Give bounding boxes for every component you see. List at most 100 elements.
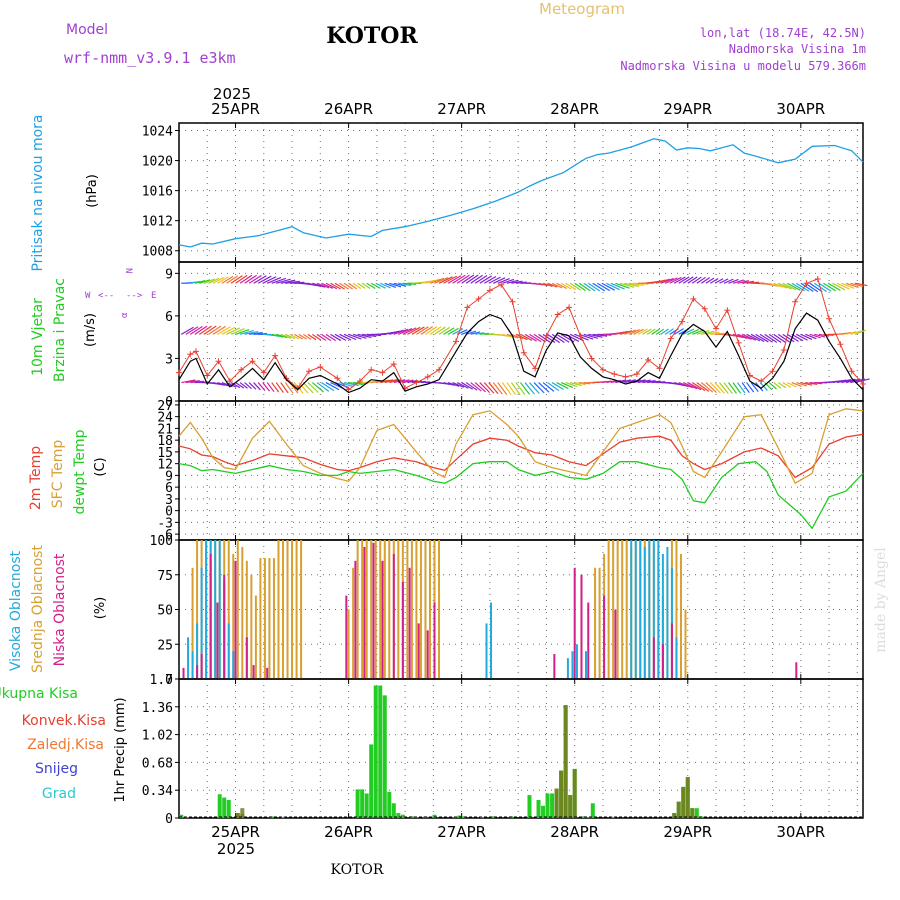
cloud-mid-bar: [379, 540, 382, 679]
wind-arrow: [597, 282, 611, 292]
wind-arrow: [845, 331, 857, 335]
wind-arrow: [479, 382, 491, 394]
wind-arrow: [461, 274, 475, 284]
precip-total-bar: [536, 800, 541, 818]
wind-arrow: [741, 280, 755, 284]
cloud-high-bar: [648, 540, 651, 679]
precip-total-bar: [545, 793, 550, 818]
cloud-low-bar: [182, 667, 185, 679]
cloud-mid-bar: [406, 540, 409, 679]
gust-marker: [226, 378, 233, 385]
top-day-label: 28APR: [550, 100, 599, 118]
wind-arrow: [189, 325, 203, 335]
cloud-title-high: Visoka Oblacnost: [8, 550, 24, 671]
cloud-mid-bar: [268, 558, 271, 679]
wind-arrow: [380, 379, 394, 384]
wind-arrow: [637, 328, 648, 335]
wind-arrow: [723, 382, 733, 394]
y-tick-label: 1.36: [142, 701, 173, 716]
wind-arrow: [447, 381, 460, 387]
wind-arrow: [488, 382, 499, 395]
cloud-mid-bar: [684, 609, 687, 679]
wind-arrow: [773, 282, 788, 289]
gust-marker: [192, 348, 199, 355]
gust-marker: [464, 304, 471, 311]
wind-arrow: [755, 333, 769, 343]
gust-marker: [187, 351, 194, 358]
y-tick-label: 0.34: [142, 784, 173, 799]
wind-arrow: [343, 381, 359, 387]
cloud-low-bar: [252, 665, 255, 679]
wind-arrow: [262, 382, 270, 392]
gust-marker: [204, 372, 211, 379]
wind-arrow: [533, 282, 543, 286]
cloud-mid-bar: [272, 558, 275, 679]
wind-arrow: [393, 328, 409, 335]
wind-arrow: [696, 276, 706, 284]
wind-arrow: [574, 282, 586, 292]
y-tick-label: 1008: [142, 245, 173, 260]
temp-title-2m: 2m Temp: [28, 446, 44, 510]
wind-arrow: [348, 282, 358, 290]
precip-legend-conv: Konvek.Kisa: [22, 713, 106, 729]
wind-arrow: [271, 277, 287, 284]
wind-arrow: [402, 379, 414, 384]
cloud-mid-bar: [352, 567, 355, 679]
wind-arrow: [266, 382, 275, 393]
precip-total-bar: [355, 789, 360, 818]
top-day-label: 30APR: [776, 100, 825, 118]
cloud-mid-bar: [250, 574, 253, 679]
cloud-mid-bar: [410, 540, 413, 679]
panel-frame: [178, 122, 864, 263]
cloud-low-bar: [354, 560, 357, 679]
cloud-low-bar: [200, 653, 203, 679]
y-tick-label: 3: [165, 352, 173, 367]
wind-arrow: [786, 333, 799, 342]
wind-arrow: [380, 282, 391, 289]
precip-convective-bar: [559, 770, 564, 818]
wind-arrow: [682, 276, 694, 284]
precip-total-bar: [414, 817, 419, 818]
precip-legend-frozen: Zaledj.Kisa: [27, 737, 104, 753]
wind-arrow: [588, 333, 603, 338]
wind-arrow: [398, 327, 413, 335]
wind-arrow: [325, 382, 340, 391]
wind-arrow: [352, 282, 362, 290]
y-tick-label: 9: [165, 267, 173, 282]
gust-marker: [543, 332, 550, 339]
y-tick-label: 24: [157, 411, 173, 426]
wind-arrow: [565, 381, 578, 388]
wind-arrow: [217, 276, 229, 284]
precip-total-bar: [479, 817, 484, 818]
gust-marker: [498, 281, 505, 288]
wind-arrow: [628, 329, 640, 335]
wind-arrow: [841, 282, 855, 289]
temp-title-dew: dewpt Temp: [72, 429, 88, 514]
cloud-low-bar: [245, 637, 248, 679]
wind-arrow: [529, 333, 542, 343]
wind-arrow: [275, 382, 284, 393]
wind-arrow: [511, 280, 523, 284]
precip-convective-bar: [690, 808, 695, 818]
wind-arrow: [248, 274, 262, 284]
wind-arrow: [493, 277, 506, 284]
wind-arrow: [447, 275, 462, 284]
wind-arrow: [452, 328, 464, 335]
gust-marker: [368, 366, 375, 373]
wind-arrow: [845, 378, 861, 384]
wind-arrow: [244, 274, 257, 284]
wind-arrow: [515, 382, 526, 395]
precip-total-bar: [387, 791, 392, 818]
wind-arrow: [583, 282, 596, 292]
wind-arrow: [560, 282, 572, 290]
gust-marker: [475, 295, 482, 302]
wind-arrow: [361, 282, 371, 289]
y-tick-label: 50: [157, 604, 173, 619]
cloud-low-bar: [363, 546, 366, 679]
wind-arrow: [615, 379, 626, 384]
compass-east: E: [151, 291, 156, 301]
cloud-low-bar: [580, 574, 583, 679]
wind-arrow: [529, 382, 540, 394]
wind-arrow: [768, 333, 782, 343]
